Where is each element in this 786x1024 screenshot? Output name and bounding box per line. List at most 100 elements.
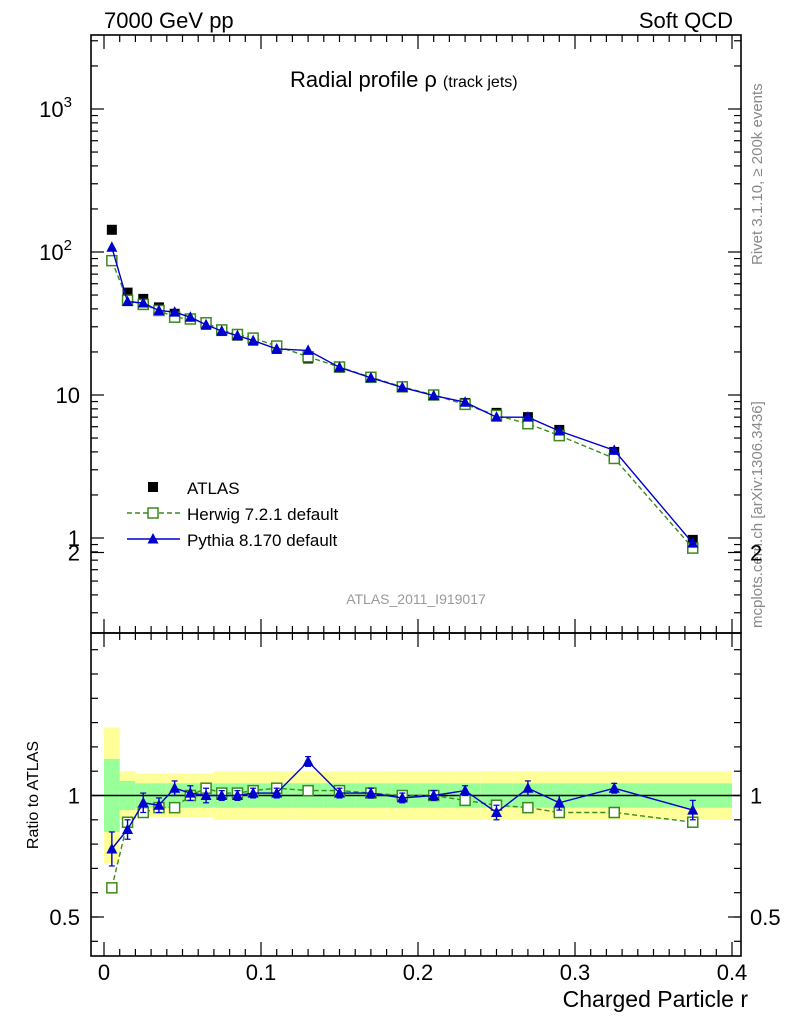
ratio-ytick-label-right: 2 <box>750 541 762 566</box>
ratio-point-0 <box>608 806 620 819</box>
ratio-xtick-label: 0.4 <box>717 960 748 985</box>
x-axis-label: Charged Particle r <box>563 986 749 1012</box>
ratio-point-1 <box>106 842 118 854</box>
main-point-2 <box>153 304 165 315</box>
ratio-xtick-label: 0.1 <box>246 960 277 985</box>
header-category: Soft QCD <box>639 8 733 33</box>
ratio-point-1 <box>231 789 243 800</box>
ratio-series-line-0 <box>111 787 693 888</box>
main-point-2 <box>137 296 149 308</box>
main-point-2 <box>106 241 118 252</box>
ratio-point-1 <box>365 787 377 798</box>
ratio-point-1 <box>302 755 314 766</box>
ratio-point-1 <box>428 789 440 800</box>
ratio-ytick-label-right: 0.5 <box>750 905 781 930</box>
side-mcplots-label: mcplots.cern.ch [arXiv:1306.3436] <box>749 401 766 628</box>
main-point-0 <box>122 287 133 298</box>
legend-marker <box>147 507 159 519</box>
main-point-2 <box>247 334 259 346</box>
main-point-2 <box>428 389 440 401</box>
chart-title-symbol: ρ <box>424 67 437 92</box>
main-ytick-exponent: 3 <box>64 94 72 111</box>
ratio-ytick-label: 0.5 <box>49 905 80 930</box>
main-series-line-2 <box>111 247 694 544</box>
legend-label: Herwig 7.2.1 default <box>187 505 338 524</box>
main-point-1 <box>106 254 118 267</box>
main-ytick-label: 1 <box>68 526 80 551</box>
main-panel: 1 10 102 103 Radial profile ρ (track jets) AT… <box>39 34 742 634</box>
ratio-ylabel: Ratio to ATLAS <box>25 741 42 849</box>
main-ytick-exponent: 2 <box>64 237 72 254</box>
ratio-point-1 <box>608 782 620 793</box>
ratio-point-0 <box>168 801 181 814</box>
ratio-point-1 <box>522 782 534 793</box>
ratio-point-1 <box>184 787 196 798</box>
ratio-ytick-label: 1 <box>68 784 80 809</box>
main-point-2 <box>216 325 228 336</box>
ratio-ytick-label-right: 1 <box>750 784 762 809</box>
ratio-point-0 <box>459 794 471 807</box>
side-rivet-label: Rivet 3.1.10, ≥ 200k events <box>749 83 766 265</box>
main-point-0 <box>106 224 117 235</box>
main-point-2 <box>200 318 212 330</box>
ratio-point-1 <box>153 799 165 810</box>
ratio-point-0 <box>302 784 314 797</box>
ratio-point-1 <box>553 796 565 808</box>
ratio-ytick-label: 2 <box>68 541 80 566</box>
main-series-line-1 <box>111 260 694 549</box>
ratio-xtick-label: 0.2 <box>403 960 434 985</box>
ratio-point-1 <box>200 789 212 800</box>
ratio-point-1 <box>459 784 471 796</box>
ratio-series <box>106 755 699 894</box>
main-point-2 <box>334 361 345 372</box>
main-ticks: 1 10 102 103 <box>39 35 741 633</box>
main-point-2 <box>522 411 534 422</box>
ratio-point-1 <box>396 791 408 803</box>
main-ytick-label: 103 <box>39 94 72 122</box>
legend-label: Pythia 8.170 default <box>187 531 338 550</box>
main-point-2 <box>302 344 314 355</box>
ratio-point-1 <box>216 789 228 800</box>
ratio-xtick-label: 0 <box>98 960 110 985</box>
legend: ATLAS Herwig 7.2.1 default Pythia 8.170 de… <box>127 479 338 550</box>
main-ytick-label: 10 <box>56 383 80 408</box>
ratio-point-1 <box>247 787 259 798</box>
chart-title: Radial profile ρ (track jets) <box>290 67 518 92</box>
analysis-watermark: ATLAS_2011_I919017 <box>346 591 486 607</box>
ratio-point-1 <box>271 787 283 798</box>
main-point-2 <box>459 396 471 407</box>
ratio-point-1 <box>169 782 181 793</box>
ratio-panel: 0.5 0.5 1 1 2 2 0 0.1 0.2 0.3 0.4 Ratio to ATLAS C… <box>25 541 781 1013</box>
main-point-2 <box>491 411 502 422</box>
header-energy: 7000 GeV pp <box>104 8 234 33</box>
ratio-series-line-1 <box>111 760 693 850</box>
main-point-2 <box>608 444 620 455</box>
ratio-point-0 <box>522 801 534 814</box>
ratio-point-0 <box>106 882 118 894</box>
ratio-point-1 <box>334 787 345 798</box>
main-point-2 <box>184 311 196 322</box>
legend-label: ATLAS <box>187 479 240 498</box>
main-point-2 <box>169 306 181 317</box>
main-point-2 <box>271 342 283 354</box>
ratio-point-1 <box>137 796 149 808</box>
main-point-2 <box>231 329 243 341</box>
ratio-xtick-label: 0.3 <box>560 960 591 985</box>
main-point-2 <box>396 381 408 392</box>
main-point-2 <box>553 425 565 436</box>
chart-title-main: Radial profile <box>290 67 418 92</box>
legend-marker <box>147 533 159 544</box>
ratio-frame <box>90 632 742 957</box>
ratio-point-1 <box>687 804 699 815</box>
ratio-point-1 <box>122 823 134 835</box>
main-point-2 <box>122 295 134 307</box>
ratio-ticks: 0.5 0.5 1 1 2 2 0 0.1 0.2 0.3 0.4 <box>49 541 780 986</box>
main-ytick-label: 102 <box>39 237 72 265</box>
chart-title-sub: (track jets) <box>443 74 518 91</box>
ratio-point-1 <box>491 806 502 818</box>
main-series <box>106 224 699 554</box>
main-point-2 <box>365 371 377 383</box>
legend-marker <box>148 482 158 492</box>
main-point-2 <box>687 537 699 548</box>
